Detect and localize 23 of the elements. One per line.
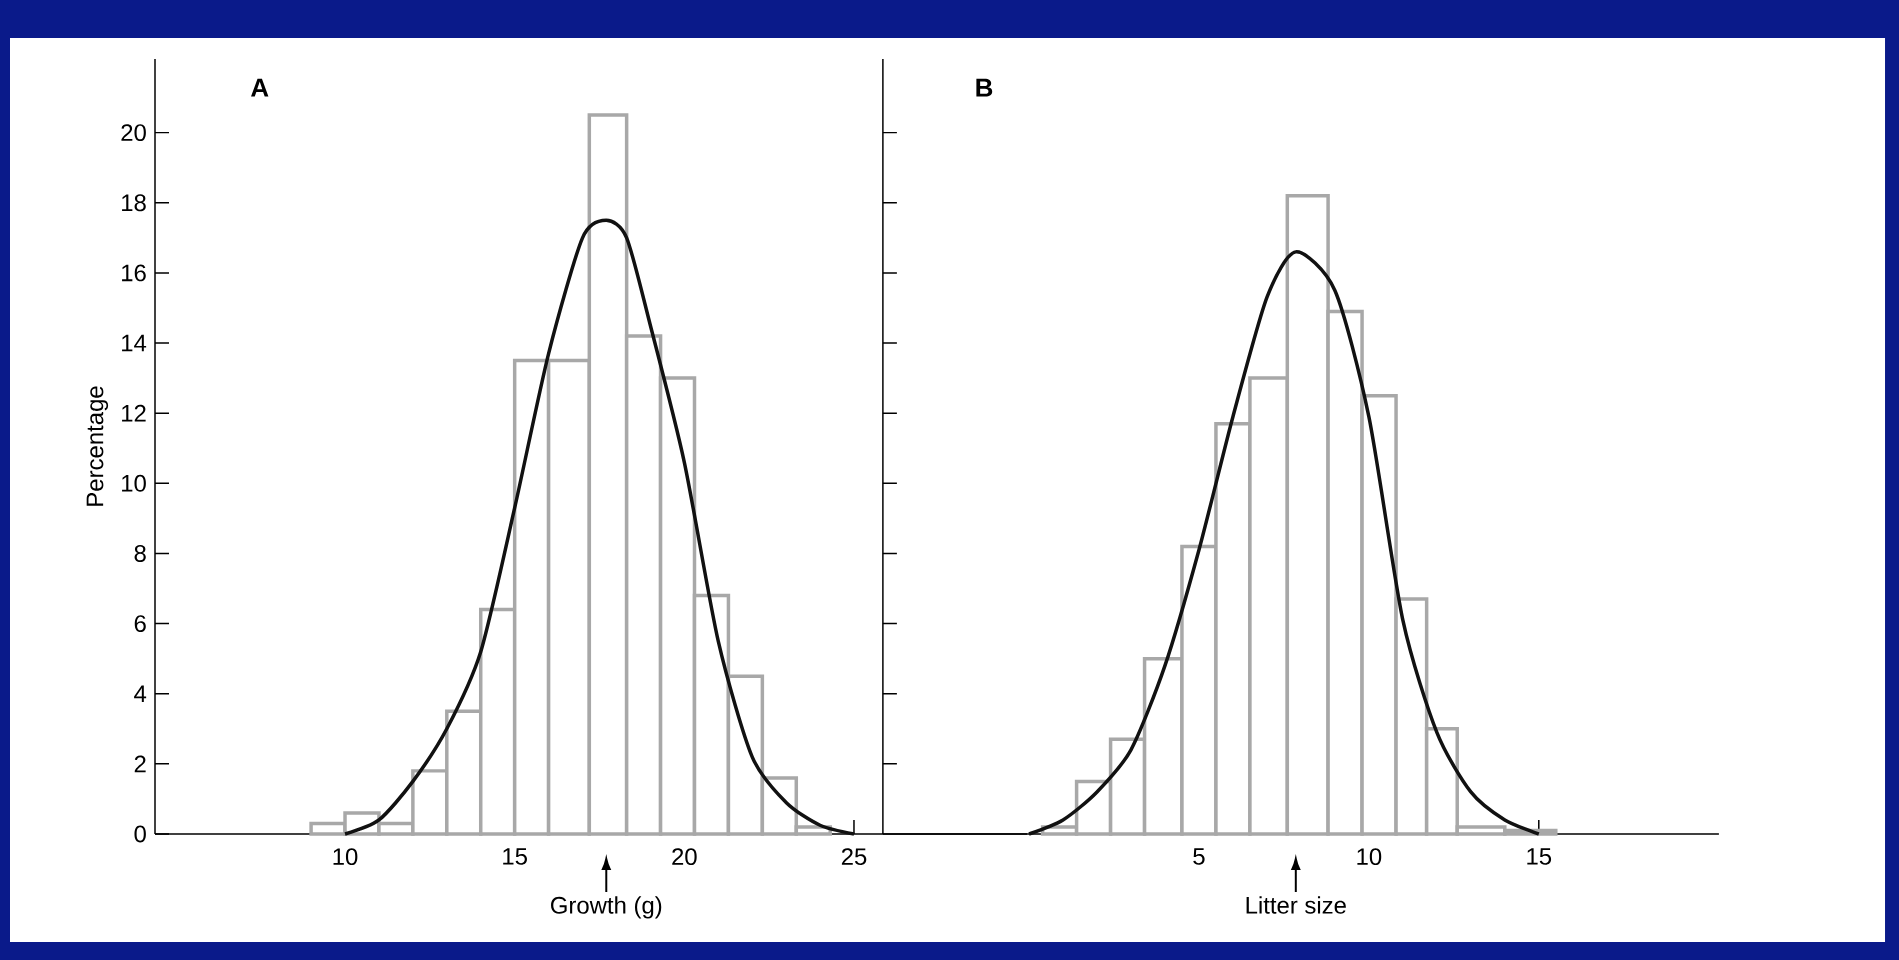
y-tick-label: 4 — [134, 685, 147, 702]
y-tick-label: 8 — [134, 544, 146, 562]
y-tick-label: 14 — [122, 334, 147, 352]
x-tick-label: 10 — [333, 848, 358, 866]
y-tick-label: 16 — [122, 264, 146, 282]
y-tick-label: 2 — [134, 755, 146, 773]
x-tick-label: 10 — [1357, 848, 1382, 866]
y-tick-label: 20 — [121, 124, 146, 142]
x-tick-label: 5 — [1193, 848, 1205, 865]
text: A — [251, 78, 269, 97]
x-tick-label: 25 — [841, 848, 867, 866]
y-tick-label: 0 — [134, 825, 146, 843]
x-axis-title: Growth (g) — [551, 896, 662, 919]
y-tick-label: 18 — [122, 194, 146, 212]
x-tick-label: 15 — [1527, 848, 1552, 865]
y-tick-label: 12 — [122, 404, 146, 422]
y-tick-label: 10 — [122, 474, 146, 492]
text: B — [976, 78, 993, 97]
x-tick-label: 20 — [672, 848, 697, 866]
x-tick-label: 15 — [503, 848, 527, 865]
x-axis-title: Litter size — [1246, 896, 1346, 914]
y-tick-label: 6 — [134, 615, 146, 633]
y-axis-title: Percentage — [86, 386, 109, 506]
